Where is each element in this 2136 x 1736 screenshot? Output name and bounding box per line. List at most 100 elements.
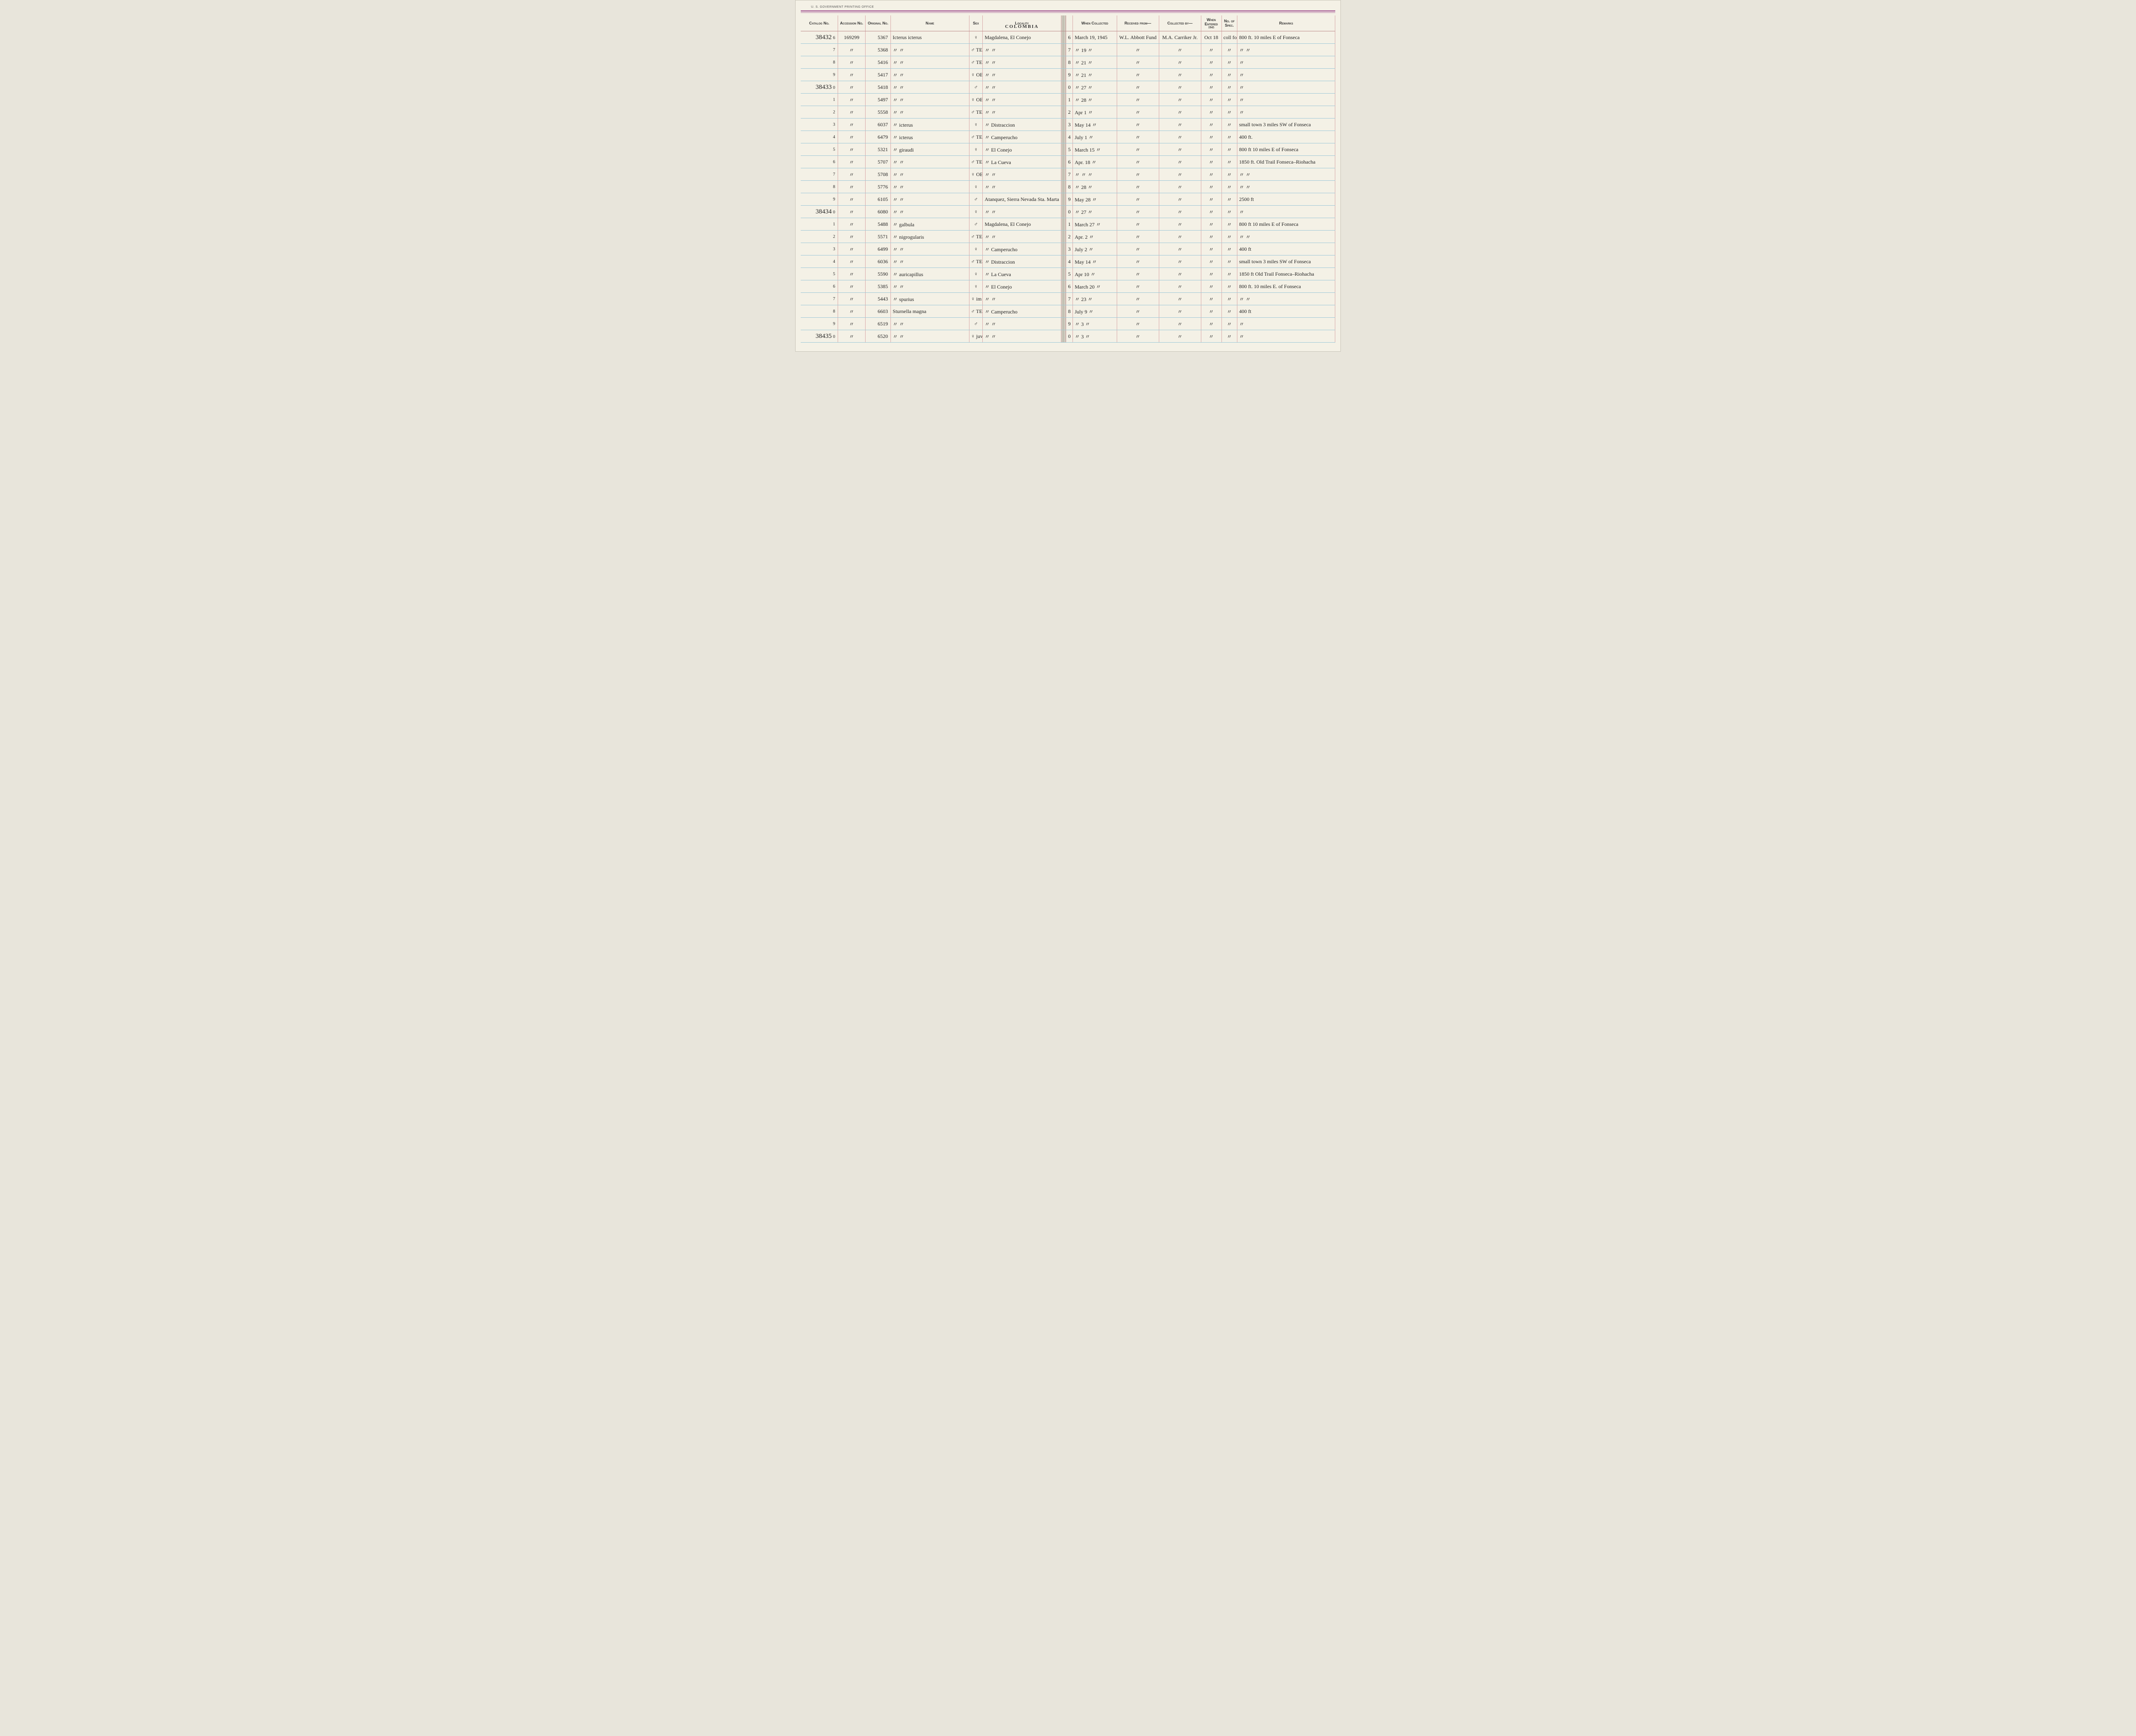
received-from: 〃 — [1117, 44, 1159, 56]
page-gutter — [1061, 15, 1066, 31]
when-entered: 〃 — [1201, 56, 1221, 69]
when-collected: March 19, 1945 — [1073, 31, 1117, 44]
original-no: 5418 — [865, 81, 890, 94]
remarks: 〃 — [1237, 94, 1335, 106]
collected-by: 〃 — [1159, 181, 1201, 193]
accession-no: 〃 — [838, 255, 866, 268]
received-from: 〃 — [1117, 305, 1159, 318]
collected-by: 〃 — [1159, 69, 1201, 81]
when-collected: 〃 23 〃 — [1073, 293, 1117, 305]
remarks: 1850 ft Old Trail Fonseca–Riohacha — [1237, 268, 1335, 280]
when-collected: 〃 27 〃 — [1073, 206, 1117, 218]
sex: ♀ im — [969, 293, 983, 305]
when-entered: 〃 — [1201, 206, 1221, 218]
accession-no: 〃 — [838, 193, 866, 206]
original-no: 6499 — [865, 243, 890, 255]
when-entered: 〃 — [1201, 193, 1221, 206]
when-entered: 〃 — [1201, 143, 1221, 156]
remarks: 〃 〃 — [1237, 168, 1335, 181]
remarks: 〃 — [1237, 330, 1335, 343]
accession-no: 〃 — [838, 206, 866, 218]
remarks: 〃 〃 — [1237, 231, 1335, 243]
row-number-right: 6 — [1066, 280, 1073, 293]
locality: 〃 Camperucho — [983, 305, 1061, 318]
row-number-right: 0 — [1066, 81, 1073, 94]
gutter — [1061, 255, 1066, 268]
collected-by: 〃 — [1159, 143, 1201, 156]
table-row: 5〃5321〃 giraudi♀〃 El Conejo5March 15 〃〃〃… — [801, 143, 1335, 156]
row-number-right: 2 — [1066, 106, 1073, 119]
catalog-no: 38433 0 — [801, 81, 838, 94]
specimen-name: 〃 〃 — [891, 44, 969, 56]
catalog-no: 3 — [801, 243, 838, 255]
table-row: 7〃5708〃 〃♀ OE〃 〃7〃 〃 〃〃〃〃〃〃 〃 — [801, 168, 1335, 181]
catalog-no: 5 — [801, 268, 838, 280]
country-heading: COLOMBIA — [983, 24, 1060, 29]
accession-no: 〃 — [838, 81, 866, 94]
col-rownum — [1066, 15, 1073, 31]
when-entered: 〃 — [1201, 156, 1221, 168]
when-collected: 〃 21 〃 — [1073, 56, 1117, 69]
table-row: 5〃5590〃 auricapillus♀〃 La Cueva5Apr 10 〃… — [801, 268, 1335, 280]
accession-no: 〃 — [838, 231, 866, 243]
collected-by: 〃 — [1159, 255, 1201, 268]
received-from: 〃 — [1117, 268, 1159, 280]
col-received: Received from— — [1117, 15, 1159, 31]
sex: ♀ — [969, 31, 983, 44]
sex: ♀ — [969, 243, 983, 255]
received-from: 〃 — [1117, 206, 1159, 218]
gutter — [1061, 94, 1066, 106]
locality: Atanquez, Sierra Nevada Sta. Marta — [983, 193, 1061, 206]
row-number-right: 9 — [1066, 318, 1073, 330]
table-row: 6〃5707〃 〃♂ TE〃 La Cueva6Apr. 18 〃〃〃〃〃185… — [801, 156, 1335, 168]
no-of-spec: 〃 — [1221, 280, 1237, 293]
col-spec: No. of Spec. — [1221, 15, 1237, 31]
locality: 〃 〃 — [983, 181, 1061, 193]
no-of-spec: 〃 — [1221, 243, 1237, 255]
accession-no: 〃 — [838, 280, 866, 293]
locality: 〃 〃 — [983, 206, 1061, 218]
gutter — [1061, 243, 1066, 255]
received-from: 〃 — [1117, 231, 1159, 243]
gutter — [1061, 318, 1066, 330]
when-collected: May 14 〃 — [1073, 119, 1117, 131]
no-of-spec: 〃 — [1221, 268, 1237, 280]
locality: 〃 〃 — [983, 81, 1061, 94]
locality: 〃 〃 — [983, 44, 1061, 56]
accession-no: 〃 — [838, 318, 866, 330]
col-sex: Sex — [969, 15, 983, 31]
no-of-spec: 〃 — [1221, 156, 1237, 168]
row-number-right: 1 — [1066, 218, 1073, 231]
when-entered: 〃 — [1201, 106, 1221, 119]
col-remarks: Remarks — [1237, 15, 1335, 31]
remarks: 〃 〃 — [1237, 293, 1335, 305]
row-number-right: 4 — [1066, 131, 1073, 143]
col-original: Original No. — [865, 15, 890, 31]
gutter — [1061, 193, 1066, 206]
sex: ♂ TE — [969, 305, 983, 318]
original-no: 6080 — [865, 206, 890, 218]
no-of-spec: 〃 — [1221, 305, 1237, 318]
collected-by: 〃 — [1159, 156, 1201, 168]
table-row: 8〃5776〃 〃♀〃 〃8〃 28 〃〃〃〃〃〃 〃 — [801, 181, 1335, 193]
no-of-spec: 〃 — [1221, 330, 1237, 343]
table-row: 38435 0〃6520〃 〃♀ juv〃 〃0〃 3 〃〃〃〃〃〃 — [801, 330, 1335, 343]
gutter — [1061, 168, 1066, 181]
when-collected: 〃 3 〃 — [1073, 318, 1117, 330]
when-collected: 〃 27 〃 — [1073, 81, 1117, 94]
row-number-right: 1 — [1066, 94, 1073, 106]
gutter — [1061, 293, 1066, 305]
collected-by: 〃 — [1159, 330, 1201, 343]
catalog-no: 9 — [801, 318, 838, 330]
locality: 〃 〃 — [983, 69, 1061, 81]
specimen-name: 〃 〃 — [891, 81, 969, 94]
original-no: 5416 — [865, 56, 890, 69]
original-no: 6105 — [865, 193, 890, 206]
specimen-name: 〃 nigrogularis — [891, 231, 969, 243]
gutter — [1061, 280, 1066, 293]
locality: 〃 Camperucho — [983, 131, 1061, 143]
received-from: 〃 — [1117, 280, 1159, 293]
row-number-right: 3 — [1066, 119, 1073, 131]
when-entered: 〃 — [1201, 44, 1221, 56]
table-row: 8〃5416〃 〃♂ TE〃 〃8〃 21 〃〃〃〃〃〃 — [801, 56, 1335, 69]
